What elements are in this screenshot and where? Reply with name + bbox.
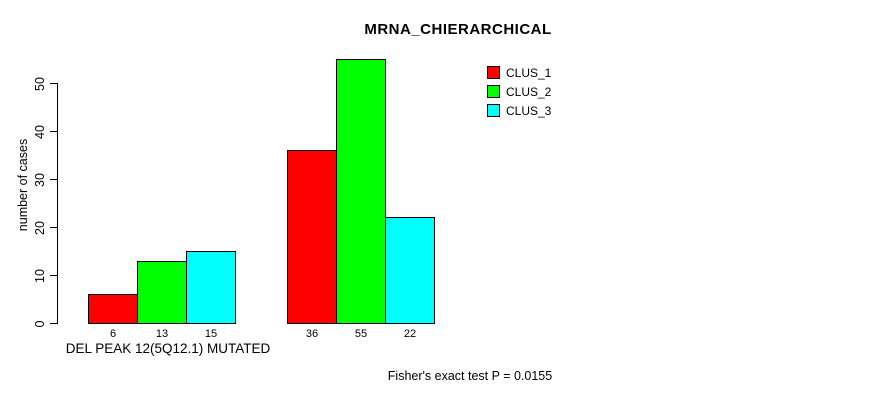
bar-clus_1-group1 — [88, 294, 138, 324]
y-tick-label: 20 — [33, 220, 47, 235]
legend-item-clus_2: CLUS_2 — [487, 82, 551, 101]
y-tick-mark — [50, 131, 57, 132]
x-axis-group-label: DEL PEAK 12(5Q12.1) MUTATED — [65, 341, 271, 356]
legend-swatch-clus_1 — [487, 66, 500, 79]
bar-value-label: 36 — [305, 328, 319, 340]
y-tick-mark — [50, 323, 57, 324]
legend-swatch-clus_2 — [487, 85, 500, 98]
legend-item-clus_1: CLUS_1 — [487, 63, 551, 82]
bar-clus_3-group2 — [385, 217, 435, 324]
legend-label: CLUS_1 — [506, 65, 552, 80]
legend-label: CLUS_3 — [506, 103, 552, 118]
bar-clus_3-group1 — [186, 251, 236, 324]
y-tick-mark — [50, 275, 57, 276]
bar-value-label: 13 — [155, 328, 169, 340]
y-axis-line — [57, 83, 58, 324]
legend-label: CLUS_2 — [506, 84, 552, 99]
bar-value-label: 6 — [109, 328, 117, 340]
y-tick-label: 30 — [33, 172, 47, 187]
chart-title: MRNA_CHIERARCHICAL — [364, 21, 552, 38]
bar-clus_2-group2 — [336, 59, 386, 324]
bar-clus_2-group1 — [137, 261, 187, 324]
y-tick-mark — [50, 179, 57, 180]
legend: CLUS_1 CLUS_2 CLUS_3 — [487, 63, 551, 120]
y-axis-title: number of cases — [16, 138, 30, 232]
bar-value-label: 15 — [204, 328, 218, 340]
bar-value-label: 22 — [403, 328, 417, 340]
y-tick-label: 10 — [33, 268, 47, 283]
y-tick-mark — [50, 227, 57, 228]
legend-item-clus_3: CLUS_3 — [487, 101, 551, 120]
y-tick-label: 50 — [33, 76, 47, 91]
bar-clus_1-group2 — [287, 150, 337, 324]
y-tick-mark — [50, 83, 57, 84]
y-tick-label: 40 — [33, 124, 47, 139]
bar-value-label: 55 — [354, 328, 368, 340]
pvalue-annotation: Fisher's exact test P = 0.0155 — [387, 369, 553, 383]
legend-swatch-clus_3 — [487, 104, 500, 117]
y-tick-label: 0 — [33, 320, 47, 327]
